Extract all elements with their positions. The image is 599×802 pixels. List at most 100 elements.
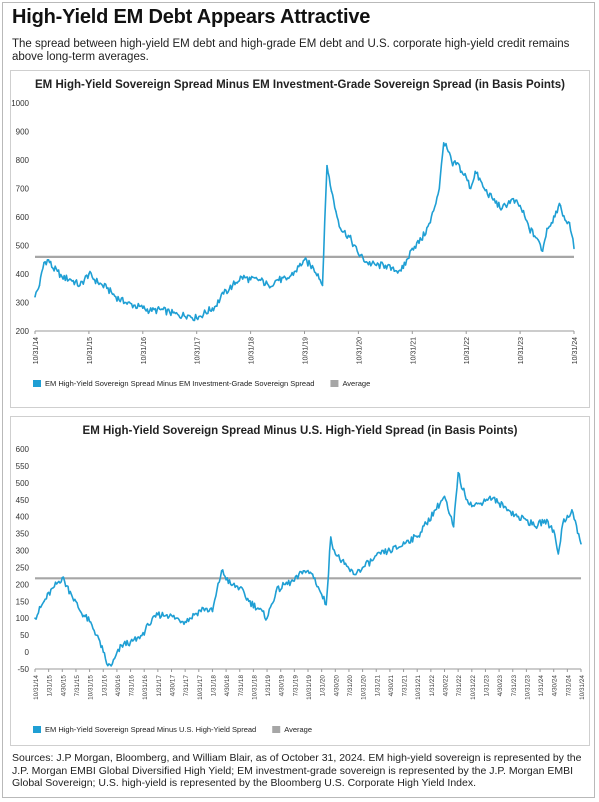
x-tick-label: 10/31/19 [303, 337, 310, 364]
y-tick-label: 300 [16, 299, 30, 308]
y-tick-label: 400 [16, 270, 30, 279]
data-point [361, 566, 364, 569]
data-point [461, 488, 464, 491]
data-point [510, 199, 512, 201]
x-tick-label: 1/31/23 [483, 675, 490, 697]
x-tick-label: 10/31/21 [415, 675, 422, 700]
y-tick-label: 200 [16, 580, 30, 589]
data-point [38, 284, 41, 287]
x-tick-label: 1/31/20 [320, 675, 327, 697]
data-point [195, 317, 198, 319]
x-tick-label: 1/31/21 [374, 675, 381, 697]
legend-series-swatch [33, 380, 41, 387]
data-point [552, 529, 555, 531]
data-point [370, 559, 373, 562]
data-point [34, 296, 36, 298]
y-tick-label: 350 [16, 530, 30, 539]
data-point [480, 502, 482, 504]
x-tick-label: 10/31/15 [87, 337, 94, 364]
data-point [559, 204, 562, 207]
x-tick-label: 1/31/22 [429, 675, 436, 697]
x-tick-label: 7/31/22 [456, 675, 463, 697]
data-point [133, 304, 135, 307]
x-tick-label: 4/30/23 [497, 675, 504, 697]
data-point [186, 314, 189, 317]
y-tick-label: 200 [16, 327, 30, 336]
data-point [52, 587, 54, 589]
data-point [442, 142, 445, 144]
data-point [284, 583, 287, 586]
x-tick-label: 10/31/17 [197, 675, 204, 700]
data-point [294, 270, 297, 272]
data-point [343, 563, 346, 565]
x-tick-label: 4/30/21 [388, 675, 395, 697]
data-point [61, 276, 63, 278]
data-point [555, 210, 557, 213]
data-point [320, 593, 323, 596]
data-point [61, 576, 64, 579]
data-point [124, 301, 126, 304]
page-title: High-Yield EM Debt Appears Attractive [12, 6, 371, 28]
y-tick-label: 600 [16, 213, 30, 222]
data-point [52, 267, 54, 270]
data-point [571, 509, 573, 511]
y-tick-label: 600 [16, 445, 30, 454]
data-point [489, 495, 491, 498]
y-tick-label: 1000 [11, 99, 29, 108]
x-tick-label: 1/31/24 [538, 675, 545, 697]
data-point [249, 278, 252, 281]
series-line [34, 142, 575, 322]
y-tick-label: -50 [17, 665, 29, 674]
data-point [293, 580, 296, 582]
x-tick-label: 10/31/18 [249, 337, 256, 364]
x-tick-label: 7/31/19 [292, 675, 299, 697]
x-tick-label: 10/31/24 [572, 337, 579, 364]
data-point [562, 522, 564, 525]
x-tick-label: 10/31/24 [579, 675, 586, 700]
data-point [79, 284, 81, 287]
y-tick-label: 0 [25, 648, 30, 657]
y-tick-label: 300 [16, 547, 30, 556]
data-point [564, 219, 566, 221]
data-point [580, 543, 582, 545]
x-tick-label: 10/31/20 [361, 675, 368, 700]
x-tick-label: 7/31/23 [511, 675, 518, 697]
data-point [416, 536, 419, 538]
data-point [222, 293, 225, 295]
data-point [326, 164, 328, 167]
chart-2-title: EM High-Yield Sovereign Spread Minus U.S… [82, 425, 518, 437]
data-point [348, 236, 351, 238]
x-tick-label: 1/31/19 [265, 675, 272, 697]
data-point [325, 603, 328, 606]
data-point [229, 583, 232, 586]
data-point [471, 505, 473, 508]
data-point [266, 617, 268, 619]
chart-panel-1: EM High-Yield Sovereign Spread Minus EM … [10, 70, 590, 408]
data-point [429, 221, 432, 224]
x-tick-label: 10/31/23 [518, 337, 525, 364]
data-point [211, 610, 214, 613]
data-point [213, 306, 216, 308]
series-line [34, 471, 582, 667]
x-tick-label: 7/31/21 [402, 675, 409, 697]
data-point [451, 164, 454, 167]
y-tick-label: 700 [16, 185, 30, 194]
chart-2-svg: -50 0 50 100 150 200 250 300 350 400 450 500 550 600 1… [16, 445, 586, 734]
data-point [115, 296, 117, 298]
data-point [276, 278, 279, 281]
data-point [339, 227, 342, 230]
data-point [257, 607, 259, 609]
data-point [34, 617, 36, 619]
data-point [498, 502, 500, 504]
x-tick-label: 10/31/20 [356, 337, 363, 364]
x-tick-label: 4/30/18 [224, 675, 231, 697]
x-tick-label: 1/31/18 [210, 675, 217, 697]
data-point [557, 553, 560, 555]
data-point [97, 637, 100, 640]
data-point [317, 273, 319, 275]
chart-1-title: EM High-Yield Sovereign Spread Minus EM … [35, 79, 565, 91]
data-point [456, 162, 459, 164]
data-point [47, 259, 50, 261]
x-tick-label: 4/30/16 [115, 675, 122, 697]
x-tick-label: 10/31/22 [464, 337, 471, 364]
